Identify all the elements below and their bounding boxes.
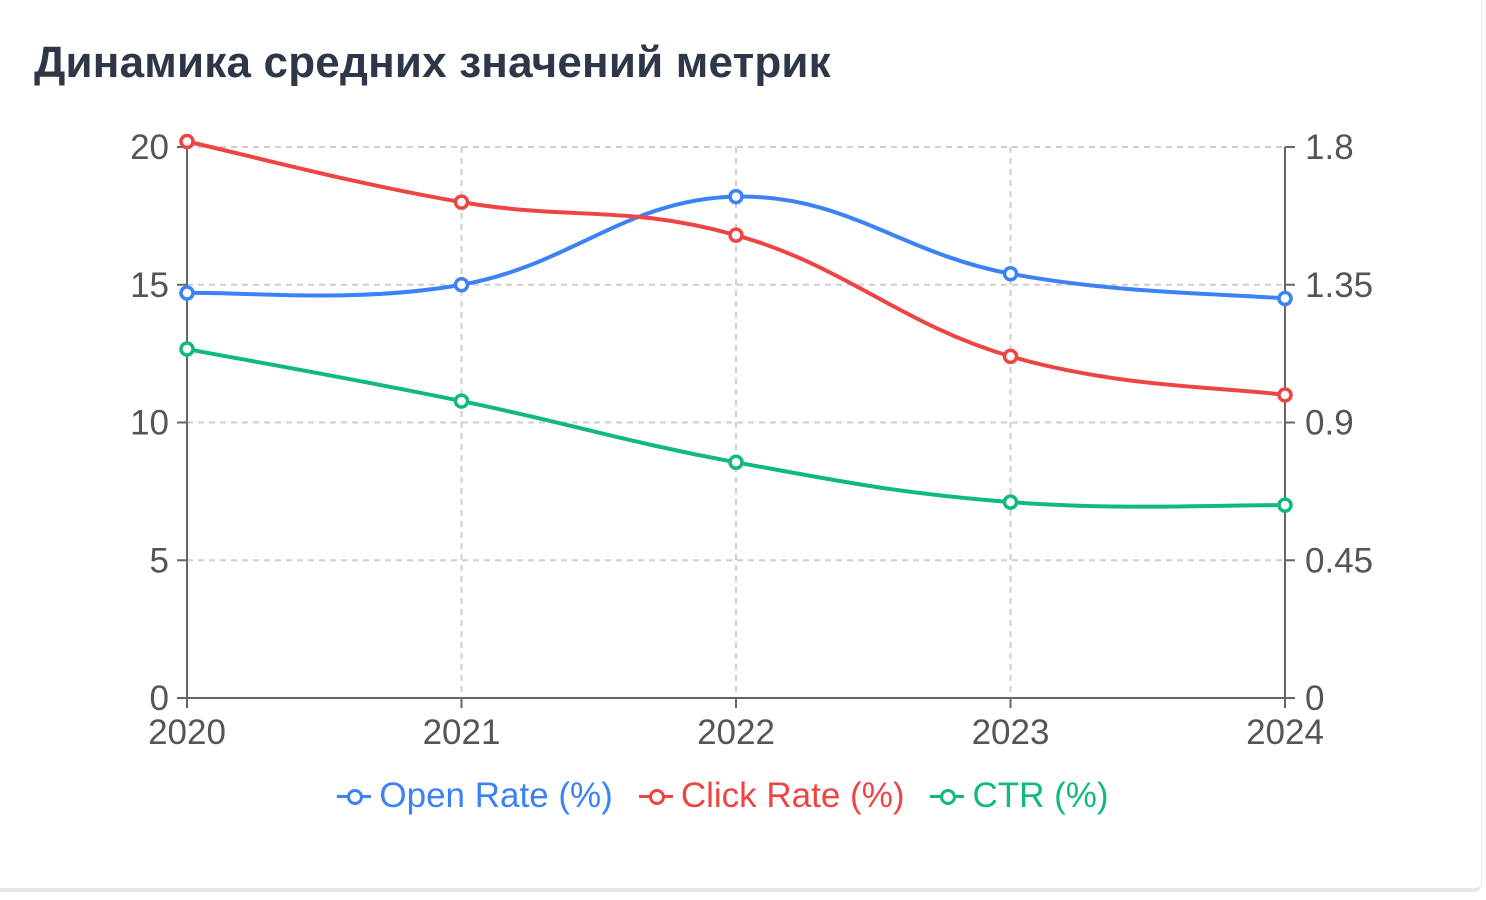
data-point-open-rate <box>728 188 744 205</box>
y-right-tick-label: 1.35 <box>1305 266 1373 305</box>
legend-label: CTR (%) <box>972 776 1109 815</box>
x-tick-label: 2020 <box>148 713 226 752</box>
data-point-click-rate <box>728 227 744 243</box>
data-point-click-rate <box>179 133 195 150</box>
chart-legend: Open Rate (%) Click Rate (%) CTR (%) <box>0 776 1446 816</box>
y-left-tick-label: 0 <box>150 679 169 718</box>
data-point-open-rate <box>1277 290 1293 307</box>
data-point-click-rate <box>1277 387 1293 403</box>
y-left-tick-label: 10 <box>130 404 169 443</box>
x-tick-label: 2024 <box>1246 713 1324 752</box>
x-tick-label: 2021 <box>423 713 501 752</box>
legend-line-marker-icon <box>337 786 372 806</box>
legend-label: Click Rate (%) <box>680 776 905 815</box>
legend-label: Open Rate (%) <box>379 776 613 815</box>
x-tick-label: 2022 <box>697 713 775 752</box>
data-point-open-rate <box>453 277 470 293</box>
legend-item[interactable]: Open Rate (%) <box>337 776 613 816</box>
y-right-tick-label: 0.45 <box>1305 541 1373 580</box>
legend-item[interactable]: Click Rate (%) <box>638 776 905 816</box>
y-left-tick-label: 15 <box>130 266 169 305</box>
data-point-open-rate <box>179 285 195 301</box>
chart-title: Динамика средних значений метрик <box>34 38 831 87</box>
data-point-ctr <box>1277 497 1293 513</box>
data-point-ctr <box>179 341 195 357</box>
legend-line-marker-icon <box>638 786 673 806</box>
x-tick-label: 2023 <box>972 713 1050 752</box>
legend-item[interactable]: CTR (%) <box>930 776 1109 816</box>
y-right-tick-label: 0 <box>1305 679 1324 718</box>
data-point-ctr <box>728 454 744 471</box>
series-group <box>179 133 1293 513</box>
y-left-tick-label: 20 <box>130 128 169 167</box>
data-point-click-rate <box>1002 348 1019 365</box>
y-right-tick-label: 0.9 <box>1305 404 1354 443</box>
legend-line-marker-icon <box>930 786 965 806</box>
data-point-ctr <box>453 393 470 409</box>
axes: 0 5 10 15 20 0 0.45 0.9 1.35 1.8 2020 2021 2022 2023 2… <box>130 128 1373 752</box>
data-point-ctr <box>1002 494 1019 510</box>
data-point-open-rate <box>1002 265 1019 282</box>
y-right-tick-label: 1.8 <box>1305 128 1354 167</box>
data-point-click-rate <box>453 194 470 210</box>
y-left-tick-label: 5 <box>150 541 169 580</box>
